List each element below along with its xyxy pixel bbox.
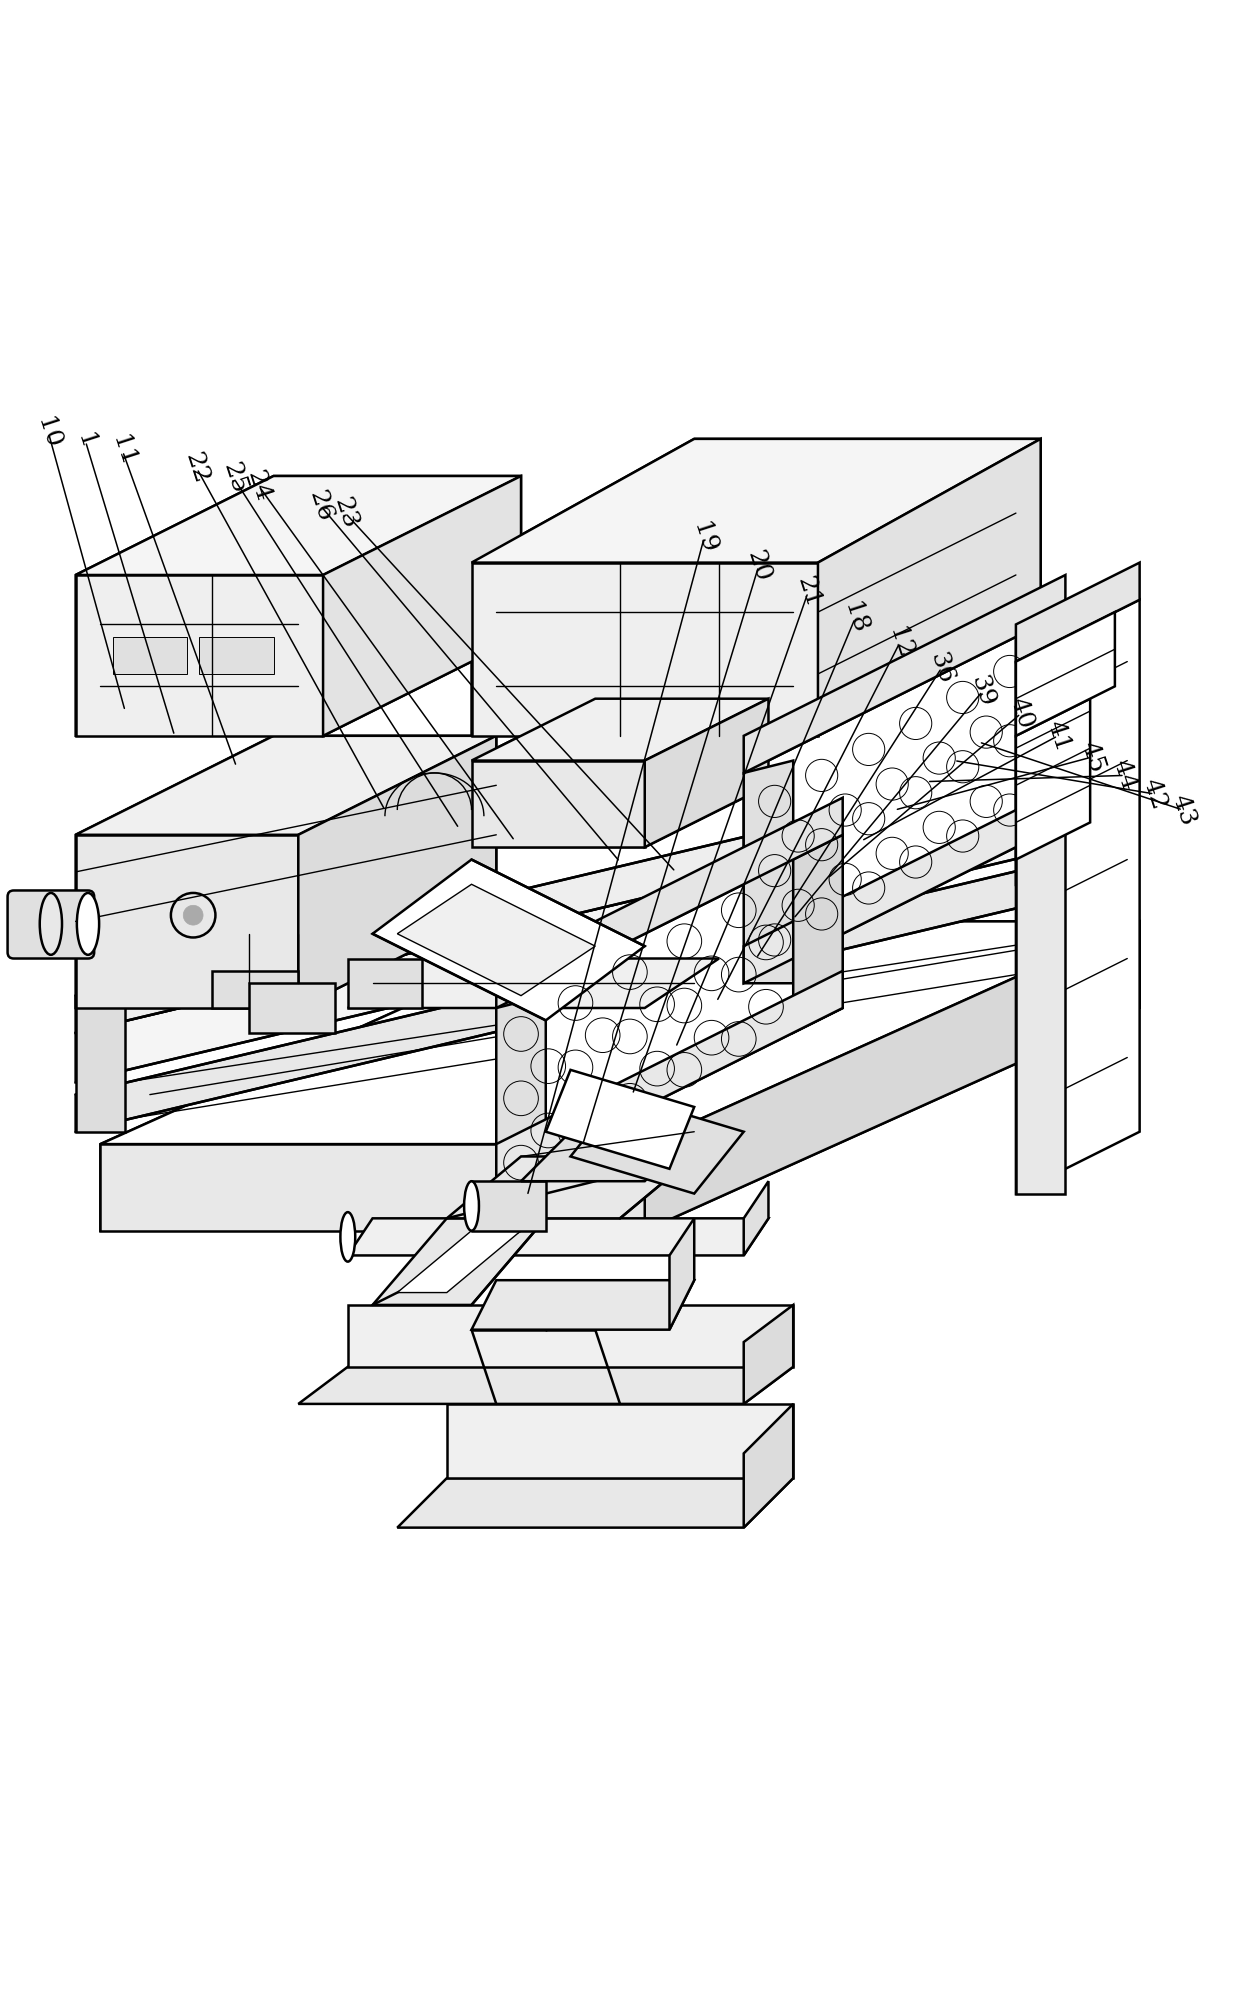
Text: 39: 39	[967, 673, 998, 710]
Polygon shape	[471, 760, 645, 847]
Text: 24: 24	[243, 468, 274, 504]
Polygon shape	[744, 786, 1065, 984]
Text: 10: 10	[32, 413, 64, 452]
Text: 44: 44	[1109, 756, 1141, 794]
Text: 22: 22	[181, 450, 213, 488]
Polygon shape	[496, 972, 843, 1181]
Text: 26: 26	[305, 488, 336, 524]
Polygon shape	[446, 1403, 794, 1478]
Text: 11: 11	[107, 433, 139, 470]
Polygon shape	[299, 1367, 794, 1403]
Polygon shape	[1016, 562, 1140, 661]
Polygon shape	[794, 835, 843, 1032]
Ellipse shape	[40, 893, 62, 956]
Polygon shape	[76, 859, 1065, 1131]
Text: 25: 25	[218, 460, 249, 498]
Text: 20: 20	[743, 548, 775, 585]
Polygon shape	[76, 575, 324, 736]
Polygon shape	[249, 984, 336, 1032]
Polygon shape	[818, 439, 1040, 736]
Polygon shape	[76, 798, 1065, 1083]
Polygon shape	[670, 1218, 694, 1331]
Text: 12: 12	[884, 625, 915, 661]
Text: 23: 23	[330, 494, 361, 532]
Polygon shape	[744, 575, 1065, 772]
Polygon shape	[446, 1157, 694, 1218]
Polygon shape	[1016, 613, 1065, 847]
Polygon shape	[397, 1230, 521, 1292]
Polygon shape	[347, 1218, 769, 1256]
Polygon shape	[496, 835, 843, 1181]
Polygon shape	[212, 972, 299, 1008]
Polygon shape	[397, 1478, 794, 1528]
Polygon shape	[744, 613, 1065, 984]
Polygon shape	[521, 1131, 694, 1181]
Text: 40: 40	[1004, 696, 1037, 732]
Text: 36: 36	[926, 649, 957, 685]
Polygon shape	[744, 1403, 794, 1528]
Polygon shape	[372, 1218, 546, 1304]
Polygon shape	[1016, 661, 1065, 1193]
Polygon shape	[76, 736, 496, 1008]
Ellipse shape	[464, 1181, 479, 1230]
Polygon shape	[471, 700, 769, 847]
Polygon shape	[471, 562, 818, 736]
Ellipse shape	[77, 893, 99, 956]
Text: 1: 1	[72, 429, 99, 452]
Polygon shape	[471, 439, 1040, 736]
Text: 41: 41	[1042, 718, 1074, 754]
Polygon shape	[645, 921, 1140, 1230]
Polygon shape	[76, 476, 521, 736]
Polygon shape	[347, 1304, 794, 1367]
Polygon shape	[496, 798, 843, 1008]
Polygon shape	[744, 1181, 769, 1256]
Polygon shape	[76, 760, 1065, 1032]
Text: 18: 18	[839, 599, 870, 637]
Text: 21: 21	[792, 575, 823, 611]
Polygon shape	[1016, 613, 1115, 736]
Polygon shape	[397, 885, 595, 996]
Polygon shape	[100, 1145, 645, 1230]
Polygon shape	[1016, 599, 1140, 1193]
Polygon shape	[471, 1280, 694, 1331]
Text: 42: 42	[1138, 776, 1171, 812]
Text: 43: 43	[1167, 792, 1199, 829]
Polygon shape	[113, 637, 187, 673]
Polygon shape	[645, 700, 769, 847]
Polygon shape	[100, 921, 1140, 1230]
Polygon shape	[372, 859, 645, 1020]
Polygon shape	[347, 958, 719, 1008]
Circle shape	[184, 905, 203, 925]
Polygon shape	[1016, 760, 1065, 885]
Text: 45: 45	[1076, 738, 1109, 776]
Polygon shape	[546, 1070, 694, 1169]
Polygon shape	[76, 996, 125, 1131]
Polygon shape	[744, 1304, 794, 1403]
Polygon shape	[471, 1181, 546, 1230]
Text: 19: 19	[688, 520, 720, 556]
Polygon shape	[324, 476, 521, 736]
Polygon shape	[570, 1095, 744, 1193]
Polygon shape	[471, 700, 769, 760]
Polygon shape	[496, 996, 546, 1181]
Polygon shape	[76, 835, 299, 1008]
Polygon shape	[76, 736, 496, 835]
Polygon shape	[76, 476, 521, 575]
Polygon shape	[200, 637, 274, 673]
Polygon shape	[347, 958, 422, 1008]
Polygon shape	[1016, 700, 1090, 859]
FancyBboxPatch shape	[7, 891, 94, 958]
Polygon shape	[299, 736, 496, 1008]
Polygon shape	[744, 760, 794, 984]
Ellipse shape	[341, 1212, 355, 1262]
Polygon shape	[471, 439, 1040, 562]
Polygon shape	[100, 921, 1140, 1145]
